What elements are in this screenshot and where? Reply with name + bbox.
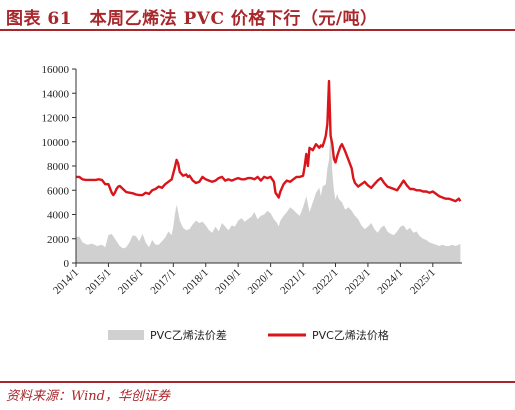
x-tick-label: 2021/1 xyxy=(278,267,308,297)
y-tick-label: 4000 xyxy=(47,210,70,222)
x-tick-label: 2018/1 xyxy=(181,267,211,297)
x-tick-label: 2017/1 xyxy=(148,267,178,297)
y-axis-ticks: 0 2000 4000 6000 8000 10000 12000 14000 16000 xyxy=(42,64,76,270)
x-tick-label: 2015/1 xyxy=(83,267,113,297)
chart-title: 图表 61 本周乙烯法 PVC 价格下行（元/吨） xyxy=(6,9,378,29)
y-tick-label: 12000 xyxy=(42,113,70,125)
x-tick-label: 2014/1 xyxy=(51,267,81,297)
y-tick-label: 6000 xyxy=(47,185,70,197)
price-line-layer xyxy=(76,79,462,203)
source-note: 资料来源：Wind，华创证券 xyxy=(6,389,170,404)
y-tick-label: 14000 xyxy=(42,88,70,100)
title-divider xyxy=(0,29,515,31)
x-tick-label: 2025/1 xyxy=(408,267,438,297)
spread-area-layer xyxy=(76,132,461,263)
spread-area xyxy=(76,132,461,263)
x-tick-label: 2020/1 xyxy=(246,267,276,297)
footer-divider xyxy=(0,381,515,383)
x-tick-label: 2016/1 xyxy=(116,267,146,297)
price-line xyxy=(76,79,462,203)
y-tick-label: 10000 xyxy=(42,137,70,149)
y-tick-label: 16000 xyxy=(42,64,70,76)
legend-swatch-spread xyxy=(108,330,144,340)
y-tick-label: 2000 xyxy=(47,234,70,246)
x-tick-label: 2024/1 xyxy=(375,267,405,297)
legend-label-spread: PVC乙烯法价差 xyxy=(150,328,227,342)
x-tick-label: 2019/1 xyxy=(213,267,243,297)
pvc-price-chart: 0 2000 4000 6000 8000 10000 12000 14000 16000 20… xyxy=(42,64,462,342)
y-tick-label: 0 xyxy=(64,258,70,270)
y-tick-label: 8000 xyxy=(47,161,70,173)
legend-label-price: PVC乙烯法价格 xyxy=(312,328,389,342)
x-tick-label: 2023/1 xyxy=(343,267,373,297)
x-axis-ticks: 2014/1 2015/1 2016/1 2017/1 2018/1 2019/1 2020… xyxy=(51,263,438,297)
x-tick-label: 2022/1 xyxy=(311,267,341,297)
